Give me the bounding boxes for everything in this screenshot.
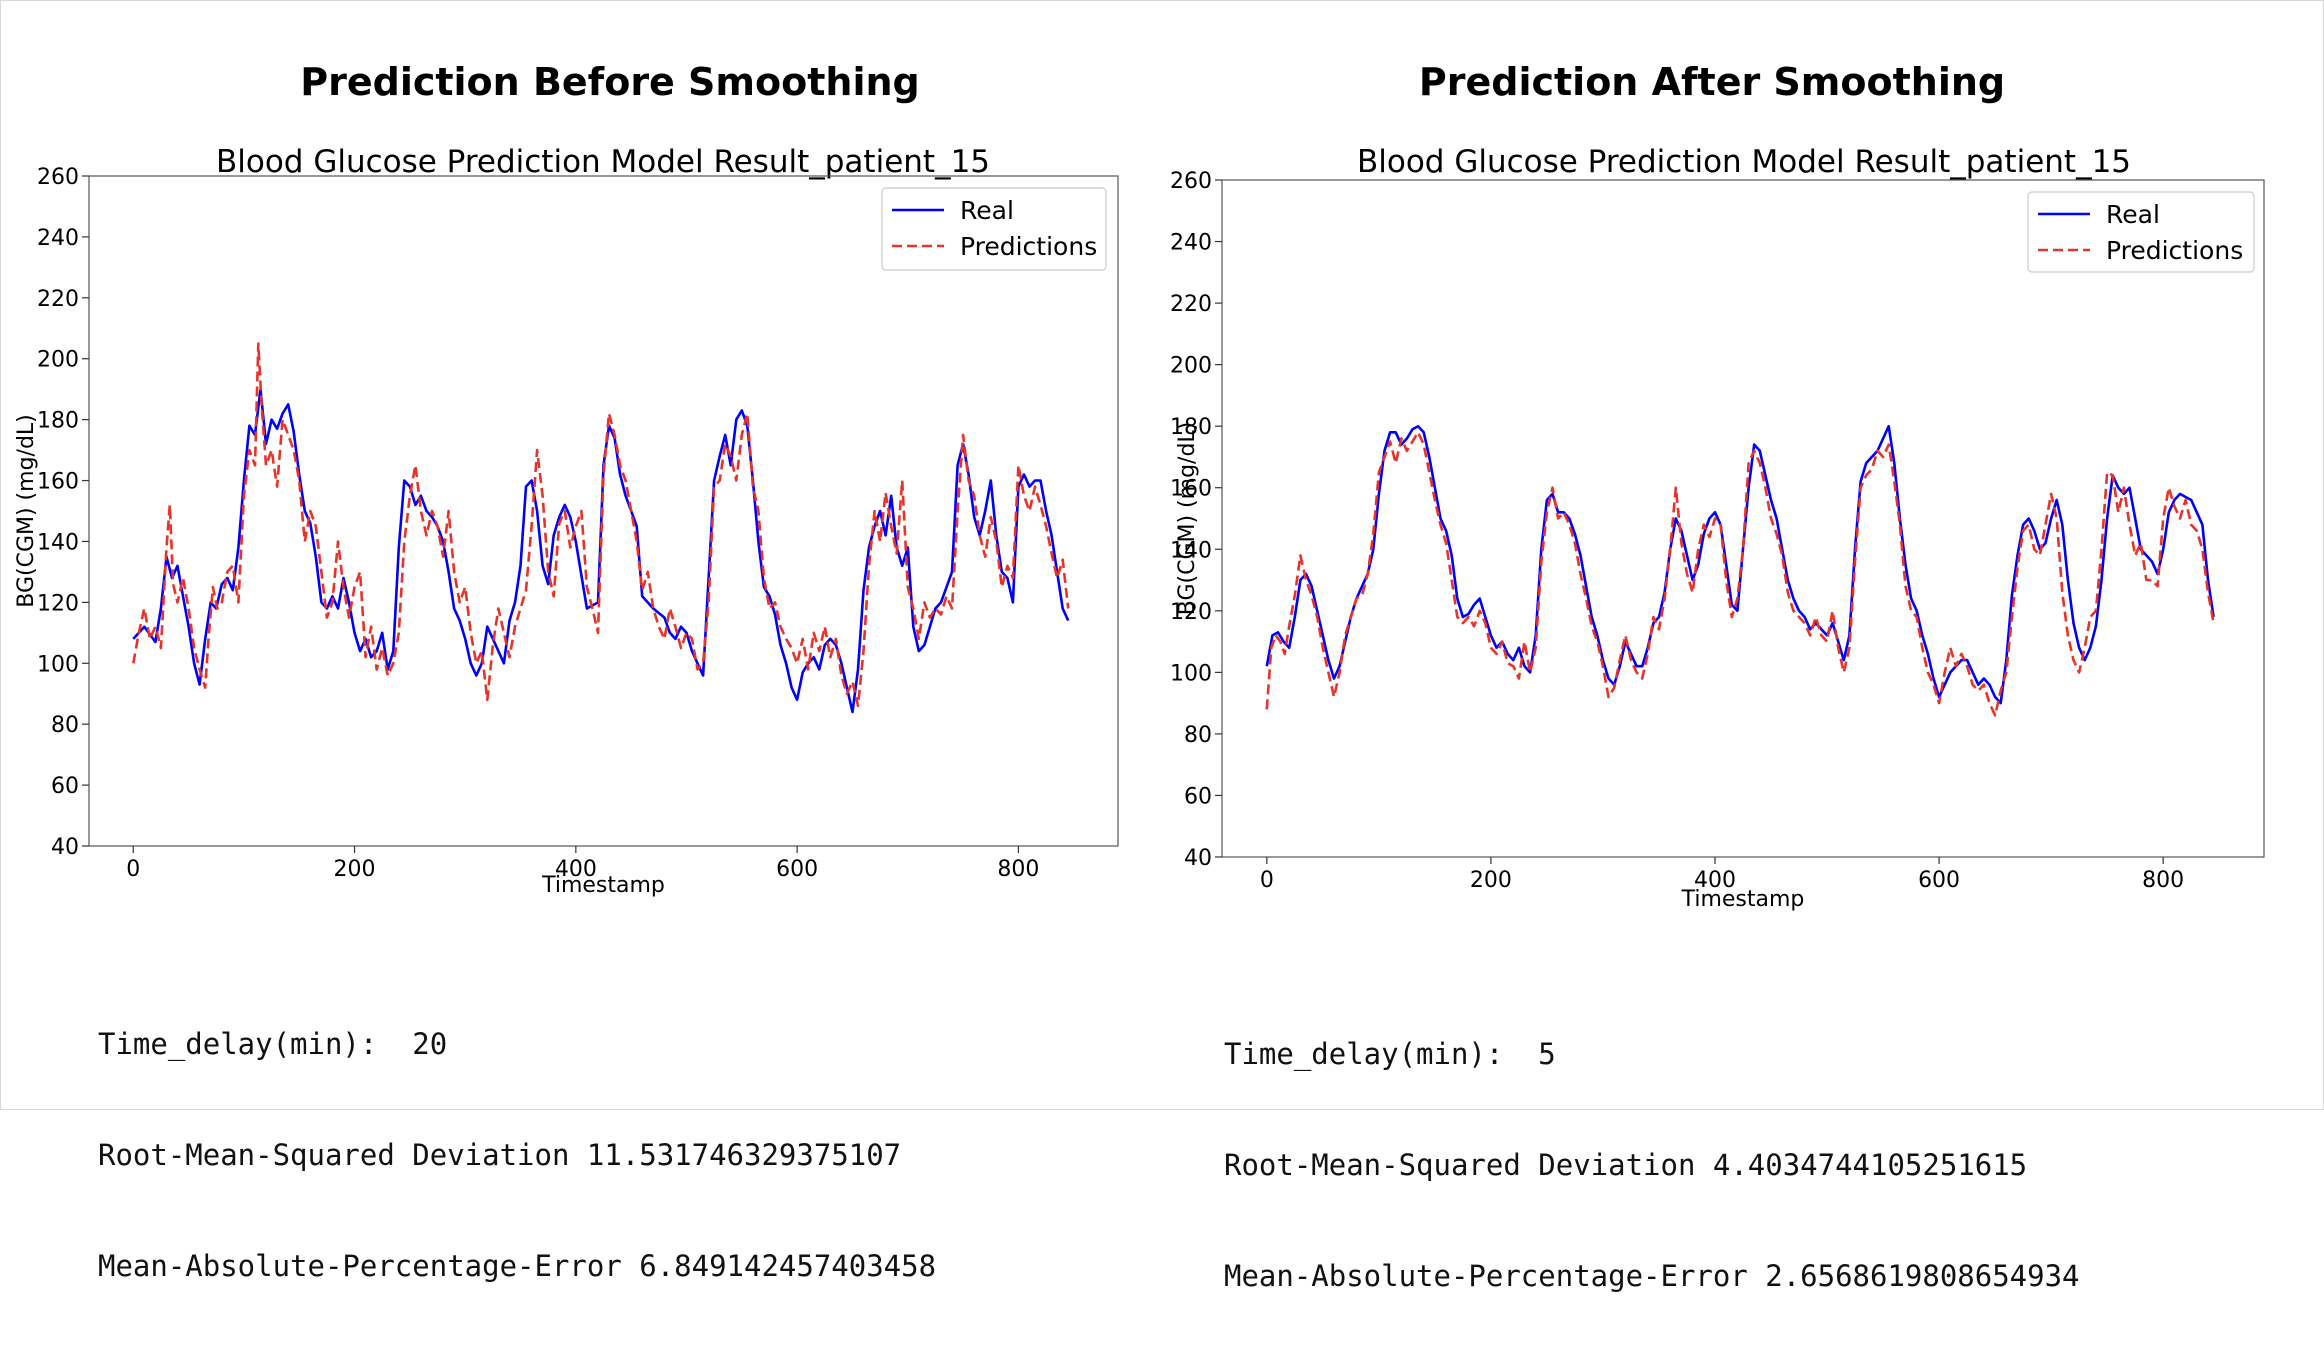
y-tick-label: 160 — [37, 470, 79, 495]
x-tick-label: 0 — [126, 857, 140, 882]
y-axis-label: BG(CGM) (mg/dL) — [1175, 422, 1200, 616]
x-tick-label: 400 — [555, 857, 597, 882]
legend-label-predictions: Predictions — [960, 232, 1097, 261]
x-axis-label: Timestamp — [541, 873, 665, 898]
y-axis-label: BG(CGM) (mg/dL) — [14, 414, 39, 608]
x-tick-label: 800 — [997, 857, 1039, 882]
panel-after-smoothing: Prediction After Smoothing Blood Glucose… — [1162, 0, 2324, 1293]
mape-text: Mean-Absolute-Percentage-Error 6.8491424… — [98, 1249, 937, 1283]
chart-after-smoothing: Blood Glucose Prediction Model Result_pa… — [1170, 144, 2265, 912]
y-tick-label: 60 — [1184, 784, 1212, 809]
chart-title: Blood Glucose Prediction Model Result_pa… — [1357, 144, 2131, 180]
legend-box — [2027, 191, 2255, 273]
chart-before-smoothing: Blood Glucose Prediction Model Result_pa… — [14, 144, 1119, 898]
legend-label-predictions: Predictions — [2106, 236, 2243, 265]
x-axis-label: Timestamp — [1681, 887, 1805, 912]
x-tick-label: 600 — [1918, 868, 1960, 893]
y-tick-label: 260 — [37, 165, 79, 190]
y-tick-label: 40 — [51, 835, 79, 860]
series-line-real — [1265, 424, 2215, 705]
y-tick-label: 80 — [51, 713, 79, 738]
y-tick-label: 120 — [37, 591, 79, 616]
y-tick-label: 180 — [37, 409, 79, 434]
series-line-predictions — [1265, 431, 2215, 717]
y-tick-label: 240 — [1170, 231, 1212, 256]
rmsd-text: Root-Mean-Squared Deviation 4.4034744105… — [1224, 1148, 2028, 1182]
y-tick-label: 100 — [1170, 661, 1212, 686]
y-tick-label: 240 — [37, 226, 79, 251]
y-tick-label: 40 — [1184, 846, 1212, 871]
y-tick-label: 140 — [1170, 538, 1212, 563]
time-delay-text: Time_delay(min): 5 — [1224, 1037, 1556, 1071]
y-tick-label: 140 — [37, 530, 79, 555]
y-tick-label: 200 — [37, 348, 79, 373]
panel-before-smoothing: Prediction Before Smoothing Blood Glucos… — [0, 0, 1162, 1283]
chart-title: Blood Glucose Prediction Model Result_pa… — [216, 144, 990, 180]
series-line-predictions — [132, 342, 1070, 708]
y-tick-label: 160 — [1170, 477, 1212, 502]
y-tick-label: 200 — [1170, 354, 1212, 379]
legend-box — [881, 187, 1107, 271]
mape-text: Mean-Absolute-Percentage-Error 2.6568619… — [1224, 1259, 2080, 1293]
plot-frame — [1221, 179, 2265, 858]
y-tick-label: 220 — [1170, 292, 1212, 317]
x-tick-label: 600 — [776, 857, 818, 882]
y-tick-label: 100 — [37, 652, 79, 677]
series-line-real — [132, 387, 1070, 714]
legend-label-real: Real — [960, 196, 1014, 225]
plot-frame — [88, 175, 1119, 847]
metrics-block: Time_delay(min): 20 Root-Mean-Squared De… — [98, 952, 936, 1359]
panel-heading: Prediction After Smoothing — [1418, 60, 2006, 104]
y-tick-label: 220 — [37, 287, 79, 312]
y-tick-label: 80 — [1184, 723, 1212, 748]
rmsd-text: Root-Mean-Squared Deviation 11.531746329… — [98, 1138, 902, 1172]
legend-label-real: Real — [2106, 200, 2160, 229]
x-tick-label: 800 — [2142, 868, 2184, 893]
x-tick-label: 200 — [1470, 868, 1512, 893]
metrics-block: Time_delay(min): 5 Root-Mean-Squared Dev… — [1224, 962, 2080, 1369]
panel-heading: Prediction Before Smoothing — [300, 60, 920, 104]
time-delay-text: Time_delay(min): 20 — [98, 1027, 448, 1061]
y-tick-label: 180 — [1170, 415, 1212, 440]
y-tick-label: 120 — [1170, 600, 1212, 625]
x-tick-label: 400 — [1694, 868, 1736, 893]
y-tick-label: 260 — [1170, 169, 1212, 194]
x-tick-label: 200 — [334, 857, 376, 882]
x-tick-label: 0 — [1260, 868, 1274, 893]
y-tick-label: 60 — [51, 774, 79, 799]
